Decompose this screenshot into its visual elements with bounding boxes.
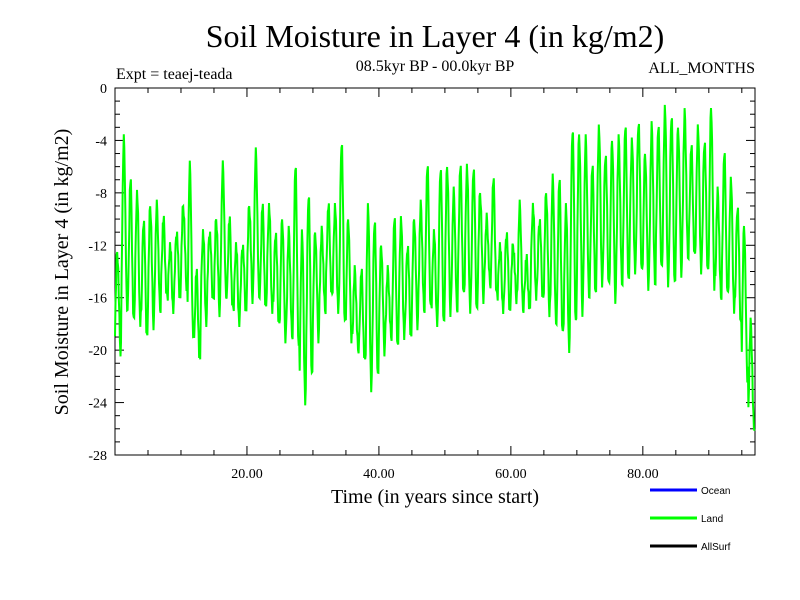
period-label: 08.5kyr BP - 00.0kyr BP — [356, 58, 515, 75]
series-layer — [114, 104, 756, 432]
months-label: ALL_MONTHS — [648, 60, 755, 77]
y-tick-label: -8 — [95, 187, 107, 202]
x-tick-label: 80.00 — [627, 467, 659, 482]
y-axis-label: Soil Moisture in Layer 4 (in kg/m2) — [51, 129, 73, 416]
y-tick-label: -12 — [88, 239, 107, 254]
x-axis: 20.00 40.00 60.00 80.00 — [147, 88, 743, 482]
chart-title: Soil Moisture in Layer 4 (in kg/m2) — [206, 18, 665, 54]
x-axis-label: Time (in years since start) — [331, 486, 539, 508]
y-tick-label: -16 — [88, 292, 107, 307]
legend-label-land: Land — [701, 514, 723, 525]
legend: Ocean Land AllSurf — [650, 486, 731, 553]
y-tick-label: -20 — [88, 344, 107, 359]
legend-label-ocean: Ocean — [701, 486, 730, 497]
x-tick-label: 40.00 — [363, 467, 395, 482]
y-tick-label: -24 — [88, 397, 107, 412]
y-tick-label: -4 — [95, 134, 107, 149]
legend-label-allsurf: AllSurf — [701, 542, 731, 553]
experiment-label: Expt = teaej-teada — [116, 66, 233, 83]
x-tick-label: 60.00 — [495, 467, 527, 482]
y-tick-label: -28 — [88, 449, 107, 464]
x-tick-label: 20.00 — [231, 467, 263, 482]
series-line-land — [114, 104, 756, 432]
y-tick-label: 0 — [100, 82, 107, 97]
